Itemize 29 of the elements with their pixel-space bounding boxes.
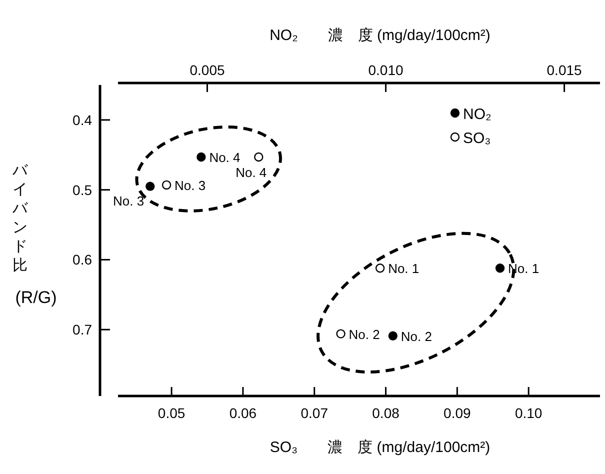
point bbox=[336, 329, 346, 338]
annotation: No. 2 bbox=[400, 328, 432, 344]
x-axis-title: SO₃ 濃 度 (mg/day/100cm²) bbox=[270, 439, 490, 456]
x-tick-label: 0.05 bbox=[158, 405, 186, 421]
x-tick-label: 0.10 bbox=[514, 405, 542, 421]
y-tick-label: 0.7 bbox=[72, 322, 92, 338]
point bbox=[375, 264, 385, 273]
x-tick-label: 0.09 bbox=[444, 405, 472, 421]
annotation: No. 2 bbox=[348, 326, 380, 342]
x2-axis-title: NO₂ 濃 度 (mg/day/100cm²) bbox=[270, 27, 490, 44]
x2-tick-label: 0.005 bbox=[190, 62, 225, 78]
x-tick-label: 0.07 bbox=[300, 405, 328, 421]
annotation: No. 4 bbox=[236, 164, 267, 180]
legend-label: NO₂ bbox=[463, 106, 492, 123]
x2-tick-label: 0.015 bbox=[546, 62, 582, 78]
y-tick-label: 0.5 bbox=[72, 182, 92, 198]
annotation: No. 3 bbox=[113, 193, 144, 208]
point bbox=[254, 152, 264, 162]
annotation: No. 4 bbox=[209, 150, 240, 165]
y-tick-label: 0.4 bbox=[72, 112, 92, 128]
ylabel: バイバンド比 (R/G) bbox=[12, 162, 57, 307]
legend-label: SO₃ bbox=[463, 130, 491, 147]
annotation: No. 3 bbox=[174, 178, 206, 193]
annotation: No. 1 bbox=[388, 261, 420, 276]
x-tick-label: 0.06 bbox=[229, 405, 257, 421]
y-tick-label: 0.6 bbox=[72, 252, 92, 268]
x-tick-label: 0.08 bbox=[372, 405, 400, 421]
point bbox=[162, 180, 172, 190]
x2-tick-label: 0.010 bbox=[368, 62, 404, 78]
